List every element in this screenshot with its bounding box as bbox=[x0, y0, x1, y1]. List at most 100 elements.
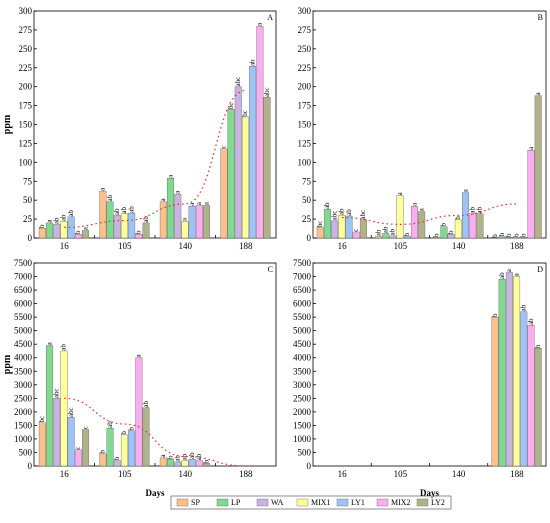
sig-label: a bbox=[181, 217, 189, 221]
sig-label: ab bbox=[60, 344, 68, 351]
sig-label: a bbox=[188, 202, 196, 206]
y-tick-label: 2500 bbox=[293, 393, 312, 403]
bar-SP-140 bbox=[159, 201, 167, 239]
x-tick-label: 140 bbox=[179, 469, 193, 479]
x-tick-label: 188 bbox=[510, 469, 524, 479]
bar-LP-16 bbox=[323, 209, 331, 239]
bar-LP-16 bbox=[46, 345, 54, 467]
sig-label: ab bbox=[323, 202, 331, 209]
bar-SP-105 bbox=[99, 453, 107, 467]
legend-swatch-LY2 bbox=[416, 498, 429, 507]
sig-label: ab bbox=[106, 421, 114, 428]
sig-label: bc bbox=[241, 110, 249, 117]
y-tick-label: 0 bbox=[28, 233, 33, 243]
sig-label: ab bbox=[142, 400, 150, 407]
sig-label: b bbox=[447, 230, 455, 234]
y-tick-label: 125 bbox=[298, 138, 312, 148]
sig-label: b bbox=[491, 234, 499, 238]
bar-WA-188 bbox=[234, 86, 242, 239]
legend-label-MIX1: MIX1 bbox=[311, 498, 331, 507]
sig-label: b bbox=[99, 450, 107, 454]
sig-label: a bbox=[396, 191, 404, 195]
y-tick-label: 6000 bbox=[293, 299, 312, 309]
bar-MIX1-105 bbox=[396, 195, 404, 239]
bar-LY1-140 bbox=[188, 459, 196, 467]
bar-LY1-16 bbox=[345, 215, 353, 239]
sig-label: a bbox=[256, 22, 264, 26]
sig-label: b bbox=[491, 313, 499, 317]
sig-label: ab bbox=[498, 272, 506, 279]
y-tick-label: 5000 bbox=[293, 326, 312, 336]
legend: SP LP WA MIX1 LY1 MIX2 LY2 bbox=[170, 495, 452, 510]
bar-MIX2-140 bbox=[195, 460, 203, 467]
bar-MIX2-188 bbox=[527, 150, 535, 239]
legend-swatch-SP bbox=[176, 498, 189, 507]
y-tick-label: 150 bbox=[298, 120, 312, 130]
sig-label: ab bbox=[381, 226, 389, 233]
legend-swatch-WA bbox=[256, 498, 269, 507]
bar-LP-188 bbox=[498, 279, 506, 467]
y-tick-label: 1000 bbox=[14, 434, 33, 444]
y-tick-label: 1500 bbox=[293, 420, 312, 430]
y-tick-label: 175 bbox=[298, 101, 312, 111]
bar-LY1-16 bbox=[67, 417, 75, 467]
sig-label: b bbox=[454, 216, 462, 220]
sig-label: ab bbox=[469, 206, 477, 213]
sig-label: b bbox=[202, 459, 210, 463]
sig-label: a bbox=[417, 207, 425, 211]
x-tick-label: 188 bbox=[239, 469, 253, 479]
sig-label: b bbox=[74, 230, 82, 234]
sig-label: ab bbox=[374, 229, 382, 236]
bar-WA-16 bbox=[53, 224, 61, 239]
panel-letter: D bbox=[537, 265, 543, 274]
y-tick-label: 1500 bbox=[14, 420, 33, 430]
sig-label: abc bbox=[53, 388, 61, 398]
y-tick-label: 500 bbox=[19, 447, 33, 457]
bar-SP-188 bbox=[220, 148, 228, 239]
x-axis-label: Days bbox=[145, 488, 164, 498]
legend-swatch-MIX2 bbox=[376, 498, 389, 507]
bar-LP-140 bbox=[167, 459, 175, 467]
y-axis-label: ppm bbox=[2, 354, 13, 374]
y-tick-label: 300 bbox=[19, 6, 33, 16]
sig-label: b bbox=[433, 233, 441, 237]
legend-label-MIX2: MIX2 bbox=[391, 498, 411, 507]
sig-label: ab bbox=[195, 453, 203, 460]
panel-A: 0 25 50 75 100 125 150 175 200 225 250 275 300 16 105 1… bbox=[2, 6, 277, 251]
sig-label: ab bbox=[345, 209, 353, 216]
sig-label: b bbox=[135, 230, 143, 234]
y-tick-label: 3000 bbox=[293, 380, 312, 390]
bar-MIX2-105 bbox=[135, 357, 143, 467]
sig-label: a bbox=[166, 174, 174, 178]
bar-LY2-140 bbox=[203, 205, 211, 239]
x-tick-label: 16 bbox=[60, 469, 70, 479]
bar-MIX2-105 bbox=[410, 206, 418, 239]
y-tick-label: 500 bbox=[298, 447, 312, 457]
bar-LY2-105 bbox=[418, 211, 426, 239]
bar-LY2-105 bbox=[142, 407, 150, 467]
sig-label: abc bbox=[67, 407, 75, 417]
y-tick-label: 5500 bbox=[14, 312, 33, 322]
x-tick-label: 140 bbox=[452, 241, 466, 251]
y-tick-label: 2000 bbox=[14, 407, 33, 417]
sig-label: ab bbox=[527, 318, 535, 325]
trend-line bbox=[64, 89, 246, 229]
bar-LY2-188 bbox=[263, 97, 271, 239]
y-tick-label: 275 bbox=[19, 25, 33, 35]
trend-line bbox=[342, 203, 517, 225]
bar-SP-16 bbox=[38, 227, 46, 239]
sig-label: b bbox=[127, 427, 135, 431]
bar-MIX1-16 bbox=[60, 350, 68, 467]
bar-LY2-140 bbox=[476, 213, 484, 239]
sig-label: ab bbox=[53, 217, 61, 224]
y-tick-label: 50 bbox=[23, 195, 33, 205]
bar-SP-105 bbox=[99, 190, 107, 239]
y-tick-label: 250 bbox=[19, 44, 33, 54]
y-tick-label: 0 bbox=[307, 461, 312, 471]
y-tick-label: 1000 bbox=[293, 434, 312, 444]
bar-LY1-105 bbox=[128, 212, 136, 239]
sig-label: ab bbox=[142, 216, 150, 223]
bar-MIX2-16 bbox=[352, 231, 360, 239]
sig-label: ab bbox=[248, 59, 256, 66]
sig-label: ab bbox=[113, 208, 121, 215]
